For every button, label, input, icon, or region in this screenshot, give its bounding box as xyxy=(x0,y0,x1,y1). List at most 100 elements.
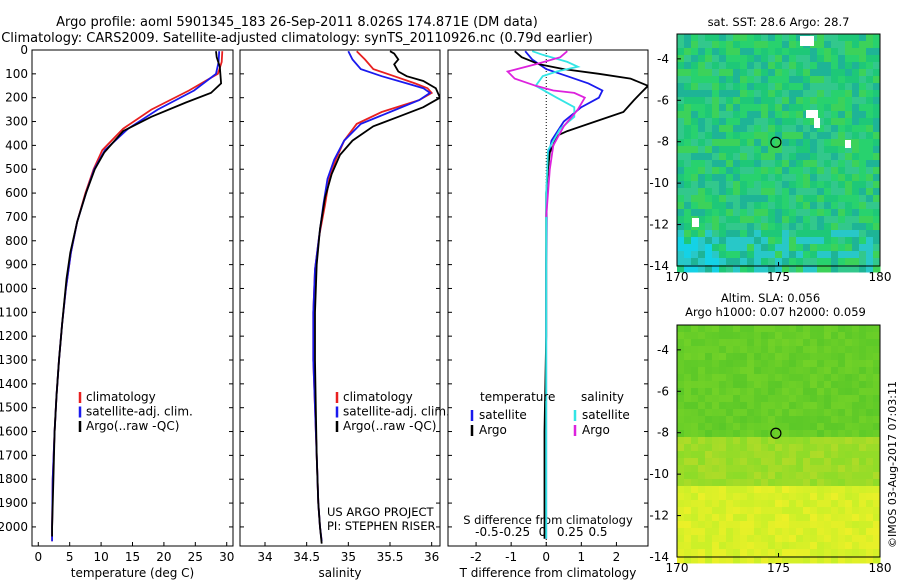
map-cell xyxy=(873,346,881,354)
map-cell xyxy=(866,395,874,403)
map-cell xyxy=(747,237,755,245)
map-cell xyxy=(845,353,853,361)
map-cell xyxy=(852,153,860,161)
map-cell xyxy=(775,458,783,466)
map-cell xyxy=(824,48,832,56)
map-cell xyxy=(684,423,692,431)
map-cell xyxy=(733,174,741,182)
map-cell xyxy=(761,223,769,231)
map-cell xyxy=(754,139,762,147)
map-cell xyxy=(726,332,734,340)
map-cell xyxy=(810,223,818,231)
map-cell xyxy=(705,69,713,77)
y-tick-label: 1000 xyxy=(0,281,28,295)
map-cell xyxy=(852,388,860,396)
map-cell xyxy=(859,325,867,333)
map-cell xyxy=(789,48,797,56)
map-cell xyxy=(691,346,699,354)
map-cell xyxy=(845,41,853,49)
map-cell xyxy=(691,423,699,431)
map-cell xyxy=(705,118,713,126)
map-cell xyxy=(761,167,769,175)
y-tick-label: 500 xyxy=(5,162,28,176)
map-cell xyxy=(747,339,755,347)
map-cell xyxy=(789,97,797,105)
map-cell xyxy=(719,486,727,494)
map-cell xyxy=(838,465,846,473)
map-cell xyxy=(838,500,846,508)
map-cell xyxy=(761,556,769,564)
map-cell xyxy=(803,535,811,543)
map-cell xyxy=(684,528,692,536)
map-cell xyxy=(824,493,832,501)
map-cell xyxy=(845,472,853,480)
map-cell xyxy=(831,132,839,140)
map-cell xyxy=(782,542,790,550)
map-cell xyxy=(677,402,685,410)
map-cell xyxy=(747,118,755,126)
map-cell xyxy=(740,181,748,189)
map-cell xyxy=(684,521,692,529)
map-cell xyxy=(698,346,706,354)
map-cell xyxy=(733,83,741,91)
map-cell xyxy=(796,202,804,210)
map-cell xyxy=(761,549,769,557)
map-cell xyxy=(761,237,769,245)
map-cell xyxy=(838,125,846,133)
map-cell xyxy=(775,76,783,84)
map-cell xyxy=(789,374,797,382)
map-cell xyxy=(691,265,699,273)
map-cell xyxy=(859,83,867,91)
map-cell xyxy=(817,153,825,161)
map-cell xyxy=(705,549,713,557)
map-cell xyxy=(789,230,797,238)
map-cell xyxy=(698,167,706,175)
map-cell xyxy=(796,34,804,42)
map-cell xyxy=(691,500,699,508)
map-cell xyxy=(691,69,699,77)
map-cell xyxy=(852,402,860,410)
map-cell xyxy=(705,374,713,382)
map-cell xyxy=(852,514,860,522)
map-cell xyxy=(726,465,734,473)
map-cell xyxy=(775,48,783,56)
map-cell xyxy=(768,465,776,473)
map-cell xyxy=(691,360,699,368)
map-cell xyxy=(747,104,755,112)
map-cell xyxy=(705,556,713,564)
map-cell xyxy=(705,507,713,515)
map-cell xyxy=(873,55,881,63)
map-cell xyxy=(684,444,692,452)
map-cell xyxy=(817,188,825,196)
map-cell xyxy=(691,48,699,56)
map-cell xyxy=(859,388,867,396)
map-cell xyxy=(761,374,769,382)
map-cell xyxy=(698,325,706,333)
map-cell xyxy=(740,451,748,459)
map-cell xyxy=(824,556,832,564)
map-cell xyxy=(740,556,748,564)
map-cell xyxy=(845,444,853,452)
map-cell xyxy=(859,500,867,508)
map-cell xyxy=(845,528,853,536)
map-cell xyxy=(740,472,748,480)
map-cell xyxy=(866,444,874,452)
map-cell xyxy=(789,118,797,126)
map-cell xyxy=(831,465,839,473)
map-cell xyxy=(705,97,713,105)
map-cell xyxy=(859,507,867,515)
map-cell xyxy=(803,223,811,231)
map-cell xyxy=(866,479,874,487)
map-cell xyxy=(873,514,881,522)
map-cell xyxy=(803,493,811,501)
map-cell xyxy=(691,381,699,389)
map-cell xyxy=(782,479,790,487)
map-cell xyxy=(838,528,846,536)
map-cell xyxy=(845,542,853,550)
map-cell xyxy=(782,104,790,112)
map-cell xyxy=(803,479,811,487)
map-cell xyxy=(712,360,720,368)
map-cell xyxy=(775,381,783,389)
map-cell xyxy=(775,521,783,529)
map-cell xyxy=(810,493,818,501)
